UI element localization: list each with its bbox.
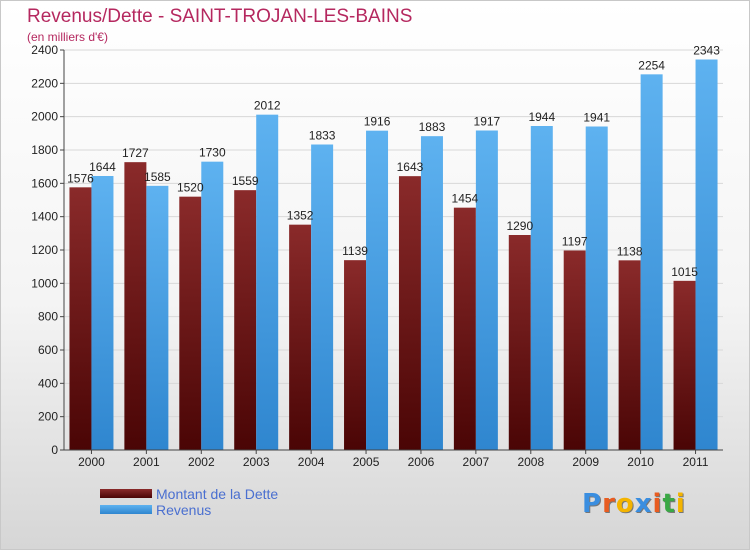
data-label-dette: 1352 [287,209,314,223]
logo-letter: i [675,489,686,519]
logo-letter: o [615,489,635,519]
data-label-dette: 1643 [397,160,424,174]
bar-dette [289,224,312,450]
bars [69,59,718,451]
bar-dette [563,250,586,450]
bar-dette [69,187,92,451]
data-label-dette: 1727 [122,146,149,160]
data-label-revenus: 2254 [638,58,665,72]
proxiti-logo: Proxiti [582,489,686,519]
legend-label-dette: Montant de la Dette [156,486,279,502]
data-label-revenus: 1941 [583,111,610,125]
data-label-dette: 1290 [506,219,533,233]
x-tick-label: 2011 [683,455,709,469]
bar-dette [673,280,696,450]
y-tick-label: 1000 [31,276,58,290]
bar-dette [179,196,202,450]
x-tick-label: 2009 [572,455,599,469]
x-tick-label: 2007 [463,455,490,469]
bar-revenus [640,74,663,450]
x-tick-label: 2005 [353,455,380,469]
y-tick-label: 0 [51,443,58,457]
bar-revenus [366,130,389,450]
bar-dette [124,162,147,450]
bar-revenus [311,144,334,450]
chart-title: Revenus/Dette - SAINT-TROJAN-LES-BAINS [27,6,413,27]
data-label-revenus: 1833 [309,129,336,143]
data-label-revenus: 1916 [364,115,391,129]
bar-dette [398,176,421,450]
y-tick-label: 2000 [31,110,58,124]
y-tick-label: 1400 [31,210,58,224]
y-tick-label: 1200 [31,243,58,257]
logo-letter: i [652,489,663,519]
x-tick-label: 2000 [78,455,105,469]
data-label-dette: 1576 [67,171,94,185]
legend-swatch-revenus [100,505,152,514]
bar-dette [508,235,531,450]
y-tick-label: 600 [38,343,58,357]
data-label-dette: 1520 [177,181,204,195]
bar-revenus [585,126,608,450]
logo-letter: x [634,489,653,519]
data-label-revenus: 1730 [199,146,226,160]
data-label-dette: 1138 [617,244,643,258]
axes: 0 200 400 600 800 1000 1200 1400 1600 1800 2000 220… [31,43,723,469]
bar-dette [344,260,367,450]
data-label-revenus: 2012 [254,99,281,113]
data-label-revenus: 1917 [474,115,501,129]
x-tick-label: 2003 [243,455,270,469]
bar-revenus [695,59,718,450]
grid-lines [64,49,723,451]
data-label-revenus: 1585 [144,170,171,184]
y-tick-label: 200 [38,410,58,424]
bar-revenus [91,176,114,450]
bar-revenus [530,126,553,450]
data-label-revenus: 1944 [528,110,555,124]
y-tick-label: 400 [38,376,58,390]
logo-letter: P [582,489,603,519]
x-tick-label: 2004 [298,455,325,469]
data-label-dette: 1139 [342,244,368,258]
logo-letter: r [602,489,616,519]
x-tick-label: 2001 [133,455,160,469]
y-tick-label: 1600 [31,176,58,190]
bar-dette [618,260,641,450]
data-label-dette: 1197 [562,235,588,249]
y-tick-label: 800 [38,310,58,324]
y-tick-label: 2200 [31,76,58,90]
x-tick-label: 2002 [188,455,215,469]
bar-revenus [256,114,279,451]
bar-revenus [201,161,224,450]
x-tick-label: 2008 [517,455,544,469]
data-label-revenus: 1883 [419,120,446,134]
data-label-dette: 1559 [232,174,259,188]
x-tick-label: 2006 [408,455,435,469]
data-label-dette: 1454 [452,192,479,206]
data-label-revenus: 2343 [693,44,720,58]
chart-subtitle: (en milliers d'€) [27,30,108,44]
x-tick-label: 2010 [627,455,654,469]
bar-revenus [475,130,498,450]
data-label-dette: 1015 [671,265,698,279]
legend-label-revenus: Revenus [156,502,212,518]
y-tick-label: 2400 [31,43,58,57]
y-tick-label: 1800 [31,143,58,157]
data-label-revenus: 1644 [89,160,116,174]
bar-dette [234,190,257,450]
bar-revenus [146,185,169,451]
legend-swatch-dette [100,489,152,498]
logo-letter: t [662,489,676,519]
bar-revenus [420,136,443,450]
bar-dette [453,207,476,450]
